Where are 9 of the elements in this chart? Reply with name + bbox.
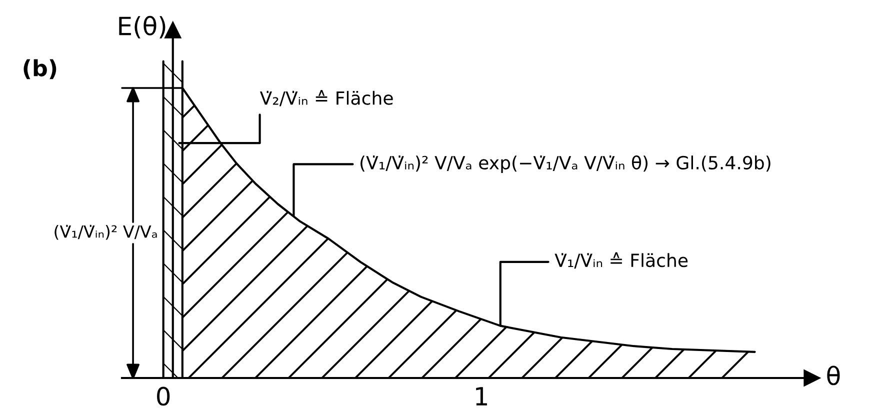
annotation: (V̇₁/V̇ᵢₙ)² V/Vₐ exp(−V̇₁/Vₐ V/V̇ᵢₙ θ) → Gl.(5.4.9b) [360,155,770,174]
x-tick-label: 1 [476,387,487,406]
y-axis-title: E(θ) [119,16,166,38]
x-tick-label: 0 [157,386,170,406]
annotation: V̇₁/V̇ᵢₙ ≙ Fläche [554,252,688,269]
annotation: (V̇₁/V̇ᵢₙ)² V/Vₐ [54,224,157,240]
annotation: V̇₂/V̇ᵢₙ ≙ Fläche [260,90,393,106]
chart-title: (b) [24,59,56,80]
x-axis-title: θ [827,366,840,386]
